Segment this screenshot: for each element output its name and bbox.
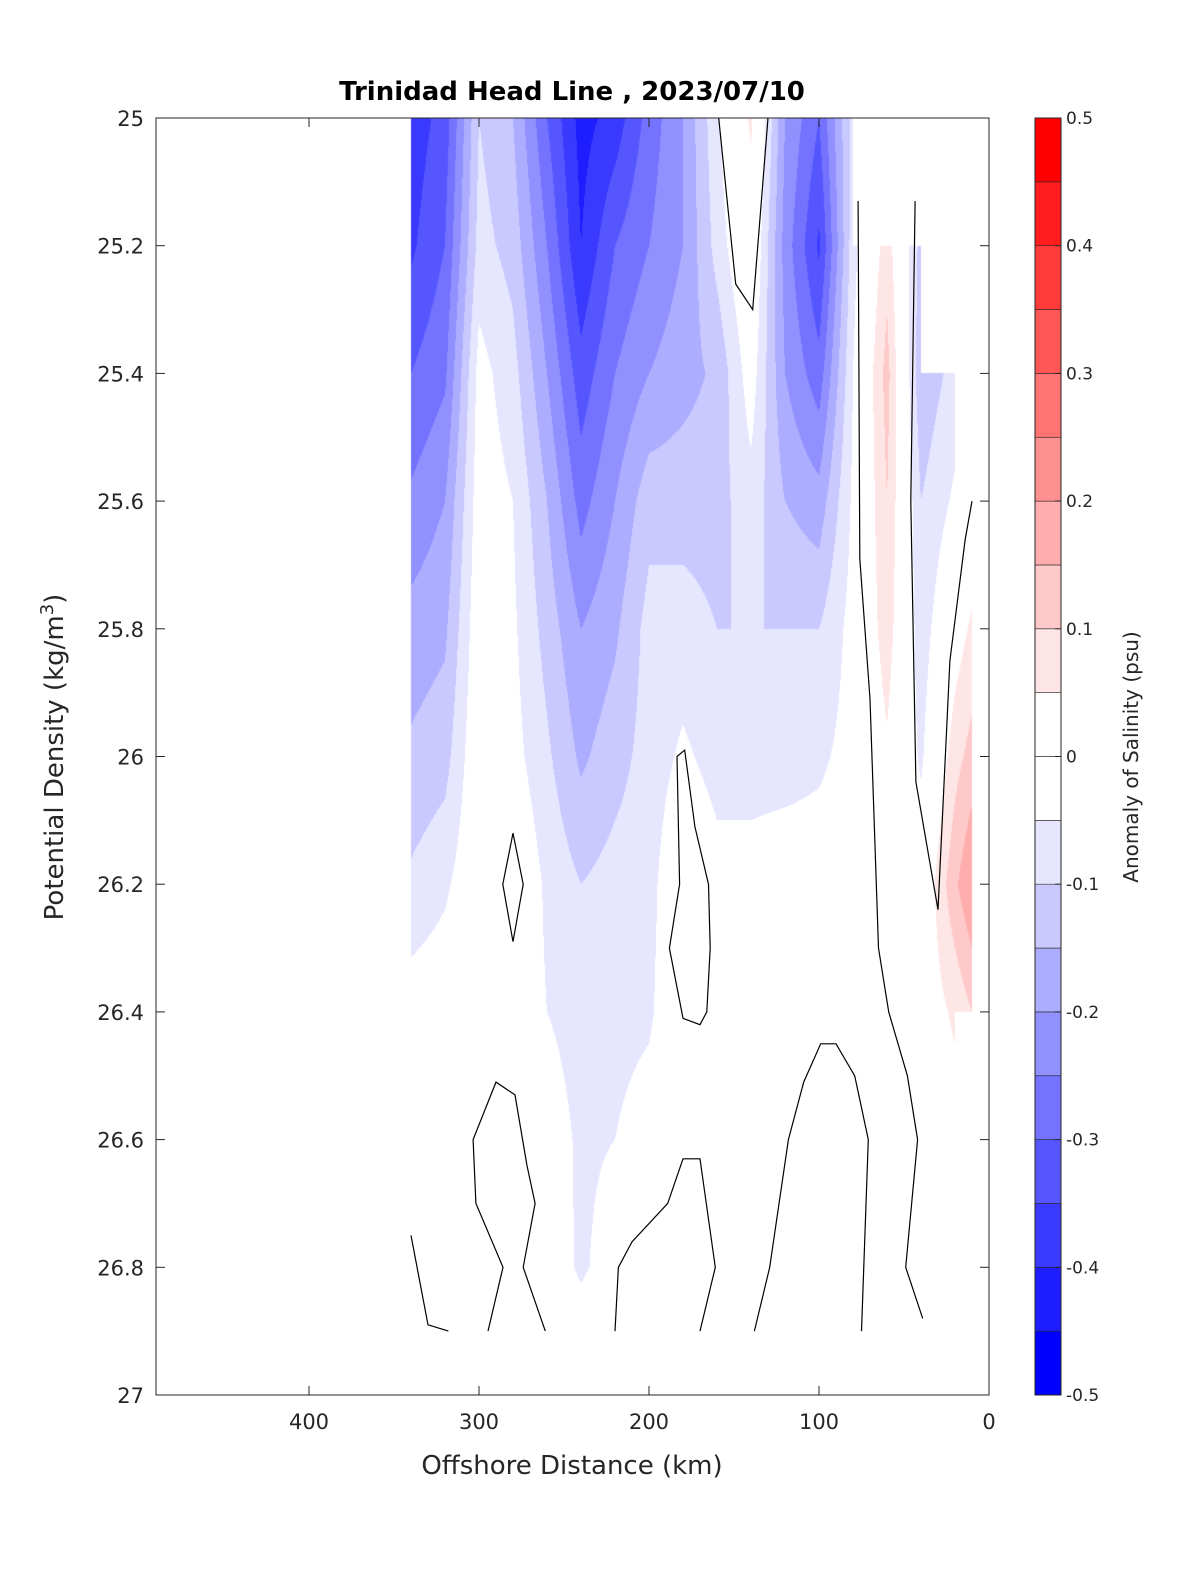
- zero-contour-line: [857, 200, 924, 1319]
- x-tick-label: 200: [629, 1410, 669, 1434]
- y-axis-ticks: 25 25.2 25.4 25.6 25.8 26 26.2 26.4 26.6 26.8 27: [97, 107, 989, 1408]
- colorbar-band: [1034, 1139, 1062, 1204]
- x-tick-label: 100: [799, 1410, 839, 1434]
- y-tick-label: 25.4: [97, 362, 144, 386]
- x-axis-label: Offshore Distance (km): [421, 1451, 722, 1481]
- colorbar-band: [1034, 436, 1062, 502]
- zero-contours: [410, 117, 973, 1332]
- colorbar-band: [1034, 756, 1062, 821]
- colorbar-tick-label: 0.3: [1066, 364, 1093, 384]
- colorbar-tick-label: 0.5: [1066, 109, 1093, 129]
- y-tick-label: 25.8: [97, 618, 144, 642]
- salinity-anomaly-contour-fill: [156, 118, 989, 1395]
- y-axis-label-suffix: ): [40, 594, 70, 604]
- zero-contour-line: [910, 200, 973, 910]
- colorbar-band: [1034, 500, 1062, 566]
- x-tick-label: 300: [459, 1410, 499, 1434]
- x-tick-label: 0: [982, 1410, 995, 1434]
- zero-contour-line: [472, 1081, 546, 1332]
- colorbar-band: [1034, 1330, 1062, 1396]
- zero-contour-line: [502, 832, 524, 942]
- colorbar: 0.5 0.4 0.3 0.2 0.1 0 -0.1 -0.2 -0.3 -0.4 -0.5: [1034, 109, 1099, 1406]
- colorbar-band: [1034, 1203, 1062, 1268]
- zero-contour-line: [718, 117, 769, 312]
- colorbar-band: [1034, 1011, 1062, 1077]
- y-tick-label: 25.2: [97, 235, 144, 259]
- colorbar-tick-label: -0.1: [1066, 875, 1099, 895]
- colorbar-band: [1034, 1075, 1062, 1140]
- y-axis-label-main: Potential Density (kg/m: [40, 615, 70, 920]
- colorbar-tick-label: -0.5: [1066, 1386, 1099, 1406]
- y-tick-label: 26.6: [97, 1129, 144, 1153]
- y-tick-label: 26.4: [97, 1001, 144, 1025]
- colorbar-band: [1034, 245, 1062, 310]
- colorbar-band: [1034, 947, 1062, 1013]
- zero-contour-line: [614, 1158, 716, 1332]
- chart-title: Trinidad Head Line , 2023/07/10: [339, 77, 805, 107]
- zero-contour-line: [410, 1235, 449, 1332]
- colorbar-band: [1034, 628, 1062, 693]
- y-tick-label: 26.8: [97, 1256, 144, 1280]
- y-tick-label: 25.6: [97, 490, 144, 514]
- y-tick-label: 26.2: [97, 873, 144, 897]
- colorbar-band: [1034, 309, 1062, 374]
- colorbar-band: [1034, 692, 1062, 757]
- colorbar-band: [1034, 820, 1062, 885]
- colorbar-tick-label: -0.2: [1066, 1003, 1099, 1023]
- colorbar-band: [1034, 1267, 1062, 1332]
- y-tick-label: 25: [117, 107, 144, 131]
- x-tick-label: 400: [289, 1410, 329, 1434]
- y-axis-label-superscript: 3: [37, 604, 58, 615]
- colorbar-tick-label: 0.1: [1066, 620, 1093, 640]
- x-axis-ticks: 400 300 200 100 0: [289, 118, 996, 1434]
- y-tick-label: 27: [117, 1384, 144, 1408]
- colorbar-tick-label: -0.3: [1066, 1131, 1099, 1151]
- y-tick-label: 26: [117, 746, 144, 770]
- zero-contour-line: [668, 748, 711, 1026]
- colorbar-band: [1034, 373, 1062, 438]
- colorbar-band: [1034, 564, 1062, 630]
- colorbar-label: Anomaly of Salinity (psu): [1119, 631, 1143, 882]
- plot-axes-box: [155, 117, 990, 1396]
- colorbar-band: [1034, 883, 1062, 949]
- y-axis-label: Potential Density (kg/m3): [37, 594, 70, 921]
- colorbar-tick-label: 0.2: [1066, 492, 1093, 512]
- colorbar-band: [1034, 181, 1062, 247]
- colorbar-tick-label: -0.4: [1066, 1258, 1099, 1278]
- zero-contour-line: [753, 1043, 869, 1332]
- colorbar-tick-label: 0.4: [1066, 237, 1093, 257]
- colorbar-tick-label: 0: [1066, 748, 1077, 768]
- colorbar-band: [1034, 117, 1062, 183]
